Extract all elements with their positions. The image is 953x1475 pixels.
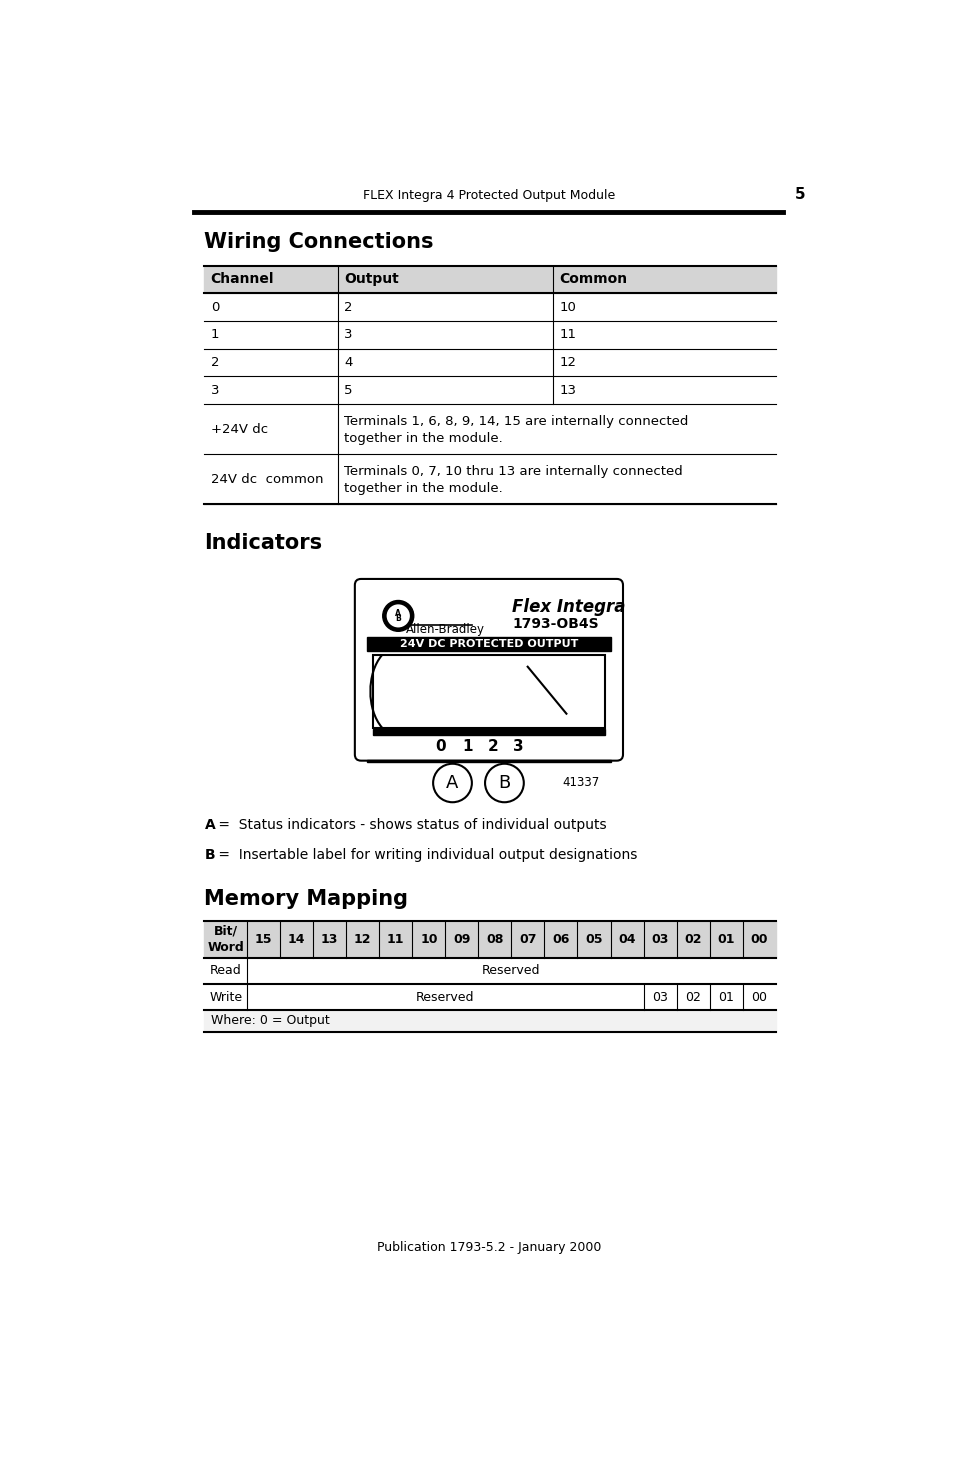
Text: 10: 10 — [558, 301, 576, 314]
Text: 13: 13 — [558, 384, 576, 397]
Text: 41337: 41337 — [562, 776, 599, 789]
Text: 0: 0 — [211, 301, 219, 314]
Text: 00: 00 — [750, 991, 766, 1003]
FancyBboxPatch shape — [355, 580, 622, 761]
Text: 02: 02 — [683, 932, 701, 945]
Text: A: A — [204, 819, 215, 832]
Text: 09: 09 — [453, 932, 470, 945]
Text: 24V DC PROTECTED OUTPUT: 24V DC PROTECTED OUTPUT — [399, 639, 578, 649]
Text: A: A — [395, 609, 401, 618]
Text: A: A — [446, 774, 458, 792]
Text: 03: 03 — [651, 932, 668, 945]
Text: 10: 10 — [419, 932, 437, 945]
Text: Allen-Bradley: Allen-Bradley — [406, 624, 484, 636]
Text: 3: 3 — [344, 329, 352, 341]
Text: Wiring Connections: Wiring Connections — [204, 233, 434, 252]
Text: Memory Mapping: Memory Mapping — [204, 889, 408, 909]
Text: 06: 06 — [552, 932, 569, 945]
Text: Where: 0 = Output: Where: 0 = Output — [211, 1015, 329, 1028]
Text: 13: 13 — [321, 932, 338, 945]
Text: 01: 01 — [718, 991, 733, 1003]
Text: B: B — [204, 848, 214, 861]
Text: Output: Output — [344, 273, 398, 286]
Text: 2: 2 — [487, 739, 497, 754]
Text: 2: 2 — [211, 355, 219, 369]
Bar — [204, 1010, 775, 1031]
Bar — [367, 760, 610, 763]
Text: 4: 4 — [344, 355, 352, 369]
Circle shape — [484, 764, 523, 802]
Bar — [367, 637, 610, 652]
Text: 1: 1 — [211, 329, 219, 341]
Text: Reserved: Reserved — [416, 991, 474, 1003]
Text: B: B — [395, 615, 400, 624]
Bar — [373, 655, 604, 727]
Text: 08: 08 — [486, 932, 503, 945]
Text: 12: 12 — [354, 932, 371, 945]
Text: 5: 5 — [344, 384, 352, 397]
Text: 05: 05 — [584, 932, 602, 945]
Text: 01: 01 — [717, 932, 734, 945]
Text: 5: 5 — [794, 187, 804, 202]
Text: Channel: Channel — [211, 273, 274, 286]
Bar — [204, 920, 775, 957]
Text: 11: 11 — [387, 932, 404, 945]
Circle shape — [382, 600, 414, 631]
Text: Terminals 0, 7, 10 thru 13 are internally connected: Terminals 0, 7, 10 thru 13 are internall… — [344, 465, 682, 478]
Text: 2: 2 — [344, 301, 352, 314]
Circle shape — [386, 605, 410, 627]
Text: 03: 03 — [652, 991, 667, 1003]
Text: Bit/
Word: Bit/ Word — [207, 925, 244, 954]
Text: +24V dc: +24V dc — [211, 423, 268, 435]
Text: 1793-OB4S: 1793-OB4S — [512, 617, 598, 631]
Text: 04: 04 — [618, 932, 635, 945]
Bar — [204, 957, 775, 984]
Text: 1: 1 — [461, 739, 472, 754]
Text: 3: 3 — [211, 384, 219, 397]
Text: together in the module.: together in the module. — [344, 432, 502, 444]
Text: together in the module.: together in the module. — [344, 482, 502, 494]
Text: Terminals 1, 6, 8, 9, 14, 15 are internally connected: Terminals 1, 6, 8, 9, 14, 15 are interna… — [344, 414, 688, 428]
Text: =  Status indicators - shows status of individual outputs: = Status indicators - shows status of in… — [213, 819, 606, 832]
Text: 15: 15 — [254, 932, 273, 945]
Text: B: B — [497, 774, 510, 792]
Text: 24V dc  common: 24V dc common — [211, 472, 323, 485]
Text: 07: 07 — [518, 932, 537, 945]
Bar — [373, 729, 604, 735]
Text: Indicators: Indicators — [204, 532, 322, 553]
Bar — [204, 984, 775, 1010]
Text: FLEX Integra 4 Protected Output Module: FLEX Integra 4 Protected Output Module — [362, 189, 615, 202]
Text: 12: 12 — [558, 355, 576, 369]
Text: Read: Read — [210, 965, 241, 978]
Circle shape — [433, 764, 472, 802]
Text: Flex Integra: Flex Integra — [512, 597, 625, 615]
Text: Common: Common — [558, 273, 627, 286]
Text: =  Insertable label for writing individual output designations: = Insertable label for writing individua… — [213, 848, 637, 861]
Text: 00: 00 — [750, 932, 767, 945]
Text: Reserved: Reserved — [481, 965, 540, 978]
Text: 02: 02 — [684, 991, 700, 1003]
Text: 0: 0 — [436, 739, 446, 754]
Text: 3: 3 — [513, 739, 523, 754]
Text: 14: 14 — [288, 932, 305, 945]
Text: 11: 11 — [558, 329, 576, 341]
Text: Write: Write — [209, 991, 242, 1003]
Text: Publication 1793-5.2 - January 2000: Publication 1793-5.2 - January 2000 — [376, 1240, 600, 1254]
Bar — [204, 266, 775, 294]
